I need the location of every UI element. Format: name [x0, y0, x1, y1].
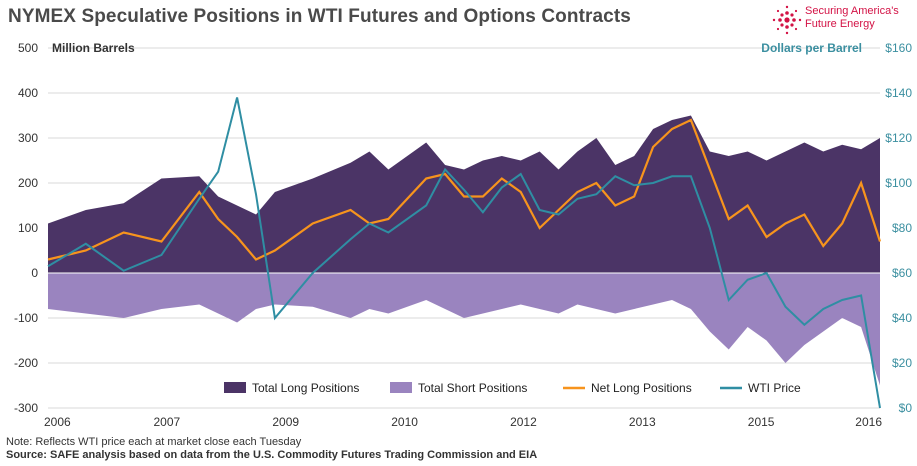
right-axis-label: Dollars per Barrel — [761, 41, 862, 55]
legend-swatch — [390, 382, 412, 393]
right-tick-label: $80 — [892, 221, 912, 235]
left-axis-label: Million Barrels — [52, 41, 135, 55]
left-tick-label: 300 — [18, 131, 38, 145]
right-tick-label: $160 — [885, 41, 912, 55]
total-short-area — [48, 273, 880, 386]
left-tick-label: -300 — [14, 401, 38, 415]
x-tick-label: 2015 — [748, 415, 775, 429]
left-tick-label: 400 — [18, 86, 38, 100]
legend-swatch — [224, 382, 246, 393]
right-tick-label: $40 — [892, 311, 912, 325]
right-tick-label: $0 — [899, 401, 913, 415]
x-tick-label: 2009 — [272, 415, 299, 429]
chart: 500 400 300 200 100 0 -100 -200 -300 $160 $140 $120… — [14, 41, 913, 429]
x-tick-label: 2006 — [44, 415, 71, 429]
starburst-icon — [772, 5, 802, 35]
logo-text: Securing America's Future Energy — [805, 5, 899, 31]
x-tick-label: 2013 — [629, 415, 656, 429]
legend-label: Net Long Positions — [591, 381, 692, 395]
logo-line-2: Future Energy — [805, 18, 875, 30]
legend-label: WTI Price — [748, 381, 801, 395]
left-tick-label: 200 — [18, 176, 38, 190]
left-tick-label: 100 — [18, 221, 38, 235]
notes: Note: Reflects WTI price each at market … — [6, 436, 537, 462]
left-tick-label: 500 — [18, 41, 38, 55]
x-tick-label: 2016 — [855, 415, 882, 429]
left-tick-label: -200 — [14, 356, 38, 370]
net-long-line — [47, 118, 882, 261]
legend-label: Total Short Positions — [418, 381, 527, 395]
chart-title: NYMEX Speculative Positions in WTI Futur… — [8, 6, 631, 27]
note-text: Note: Reflects WTI price each at market … — [6, 436, 302, 448]
total-long-area — [48, 115, 880, 273]
source-text: Source: SAFE analysis based on data from… — [6, 449, 538, 461]
right-tick-label: $120 — [885, 131, 912, 145]
right-tick-label: $20 — [892, 356, 912, 370]
wti-price-line — [47, 97, 881, 409]
x-tick-label: 2012 — [510, 415, 537, 429]
x-tick-label: 2010 — [391, 415, 418, 429]
right-tick-label: $60 — [892, 266, 912, 280]
logo — [772, 5, 802, 35]
left-tick-label: -100 — [14, 311, 38, 325]
legend-label: Total Long Positions — [252, 381, 359, 395]
logo-line-1: Securing America's — [805, 5, 899, 17]
left-tick-label: 0 — [31, 266, 38, 280]
x-tick-label: 2007 — [154, 415, 181, 429]
right-tick-label: $100 — [885, 176, 912, 190]
right-tick-label: $140 — [885, 86, 912, 100]
